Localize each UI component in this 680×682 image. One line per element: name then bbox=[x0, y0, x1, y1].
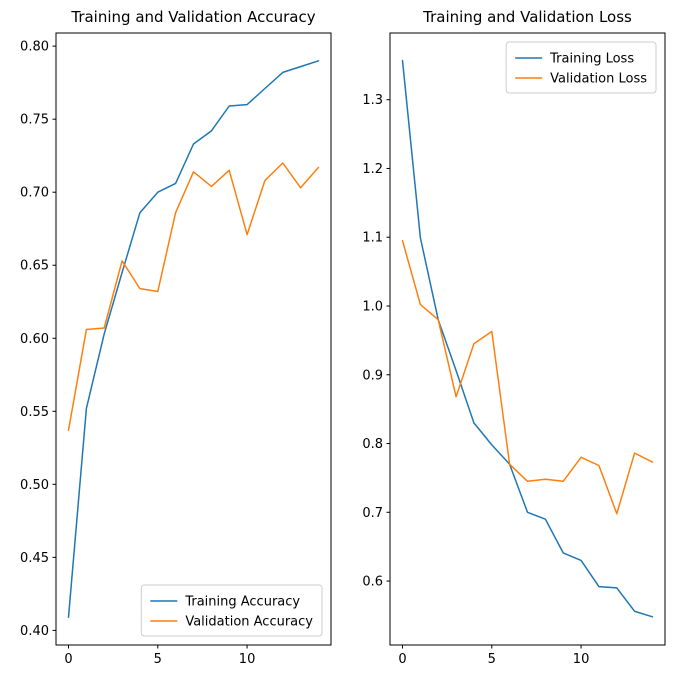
loss-axes-frame bbox=[389, 32, 666, 646]
y-tick-label: 0.40 bbox=[20, 624, 49, 639]
x-tick-label: 5 bbox=[154, 652, 162, 667]
x-tick-label: 0 bbox=[64, 652, 72, 667]
y-tick-label: 0.60 bbox=[20, 332, 49, 347]
y-tick-label: 0.6 bbox=[362, 575, 383, 590]
accuracy-subplot: 0.40 0.45 0.50 0.55 0.60 0.65 0.70 0.75 0.80 0 5 10… bbox=[20, 32, 332, 667]
legend-box bbox=[140, 584, 323, 637]
y-tick-label: 0.55 bbox=[20, 405, 49, 420]
loss-subplot: 0.6 0.7 0.8 0.9 1.0 1.1 1.2 1.3 0 5 10 Training Los… bbox=[362, 32, 666, 667]
x-tick-label: 10 bbox=[573, 652, 590, 667]
y-tick-label: 0.45 bbox=[20, 551, 49, 566]
y-tick-label: 0.9 bbox=[362, 368, 383, 383]
loss-legend: Training Loss Validation Loss bbox=[505, 41, 657, 94]
x-tick-label: 10 bbox=[239, 652, 256, 667]
legend-label: Training Loss bbox=[549, 52, 634, 67]
y-tick-label: 1.0 bbox=[362, 299, 383, 314]
accuracy-axes-frame bbox=[55, 32, 332, 646]
legend-label: Validation Accuracy bbox=[185, 615, 313, 630]
y-tick-label: 1.3 bbox=[362, 93, 383, 108]
x-tick-label: 5 bbox=[488, 652, 496, 667]
loss-chart-title: Training and Validation Loss bbox=[423, 8, 632, 26]
accuracy-chart-title: Training and Validation Accuracy bbox=[71, 8, 316, 26]
x-tick-label: 0 bbox=[398, 652, 406, 667]
y-tick-label: 0.50 bbox=[20, 478, 49, 493]
y-tick-label: 1.2 bbox=[362, 162, 383, 177]
legend-label: Validation Loss bbox=[550, 72, 647, 87]
y-tick-label: 1.1 bbox=[362, 231, 383, 246]
training-loss-line bbox=[401, 59, 654, 618]
y-tick-label: 0.65 bbox=[20, 259, 49, 274]
y-tick-label: 0.7 bbox=[362, 506, 383, 521]
y-tick-label: 0.80 bbox=[20, 40, 49, 55]
accuracy-legend: Training Accuracy Validation Accuracy bbox=[140, 584, 323, 637]
y-tick-label: 0.75 bbox=[20, 113, 49, 128]
y-tick-label: 0.8 bbox=[362, 437, 383, 452]
legend-label: Training Accuracy bbox=[184, 595, 300, 610]
training-accuracy-line bbox=[67, 60, 320, 618]
validation-loss-line bbox=[401, 239, 654, 515]
legend-box bbox=[505, 41, 657, 94]
y-tick-label: 0.70 bbox=[20, 186, 49, 201]
validation-accuracy-line bbox=[67, 162, 320, 432]
